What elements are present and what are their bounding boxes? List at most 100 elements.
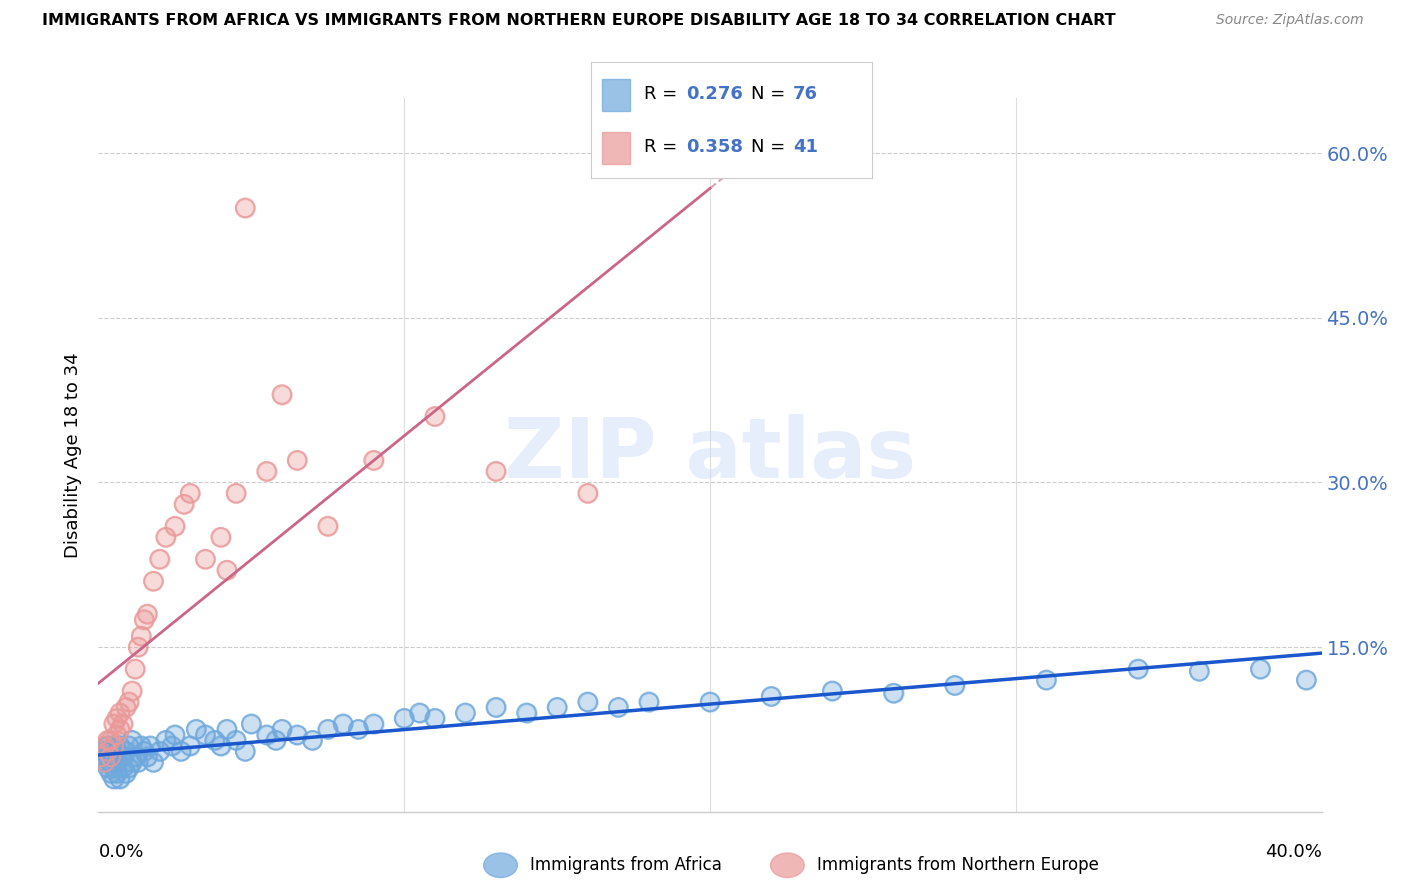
Point [194, 552, 217, 566]
Point [1249, 662, 1271, 676]
Text: Immigrants from Northern Europe: Immigrants from Northern Europe [817, 856, 1098, 874]
Point [759, 690, 782, 704]
Point [546, 700, 568, 714]
Point [546, 700, 568, 714]
Point [108, 739, 131, 753]
Point [301, 733, 323, 747]
Point [285, 728, 308, 742]
Point [97, 744, 120, 758]
Point [233, 744, 256, 758]
Point [516, 706, 538, 720]
Point [485, 464, 508, 478]
Point [179, 739, 201, 753]
Point [170, 744, 193, 758]
Point [264, 733, 287, 747]
Point [270, 387, 292, 401]
Point [209, 739, 232, 753]
Point [134, 613, 156, 627]
Point [576, 486, 599, 500]
Ellipse shape [770, 853, 804, 878]
Point [225, 733, 247, 747]
Point [103, 761, 125, 775]
Point [347, 723, 370, 737]
Point [139, 739, 162, 753]
Point [408, 706, 430, 720]
Point [100, 766, 122, 780]
Point [108, 772, 131, 786]
Point [215, 723, 238, 737]
Point [1188, 664, 1211, 678]
Point [1295, 673, 1317, 687]
Point [155, 733, 177, 747]
Point [134, 613, 156, 627]
Point [118, 761, 141, 775]
Point [111, 749, 134, 764]
Point [90, 749, 112, 764]
Point [115, 766, 138, 780]
Point [97, 761, 120, 775]
Point [821, 684, 844, 698]
Point [97, 749, 120, 764]
Point [103, 749, 125, 764]
Point [93, 756, 115, 770]
Point [124, 749, 146, 764]
Point [149, 552, 172, 566]
Point [301, 733, 323, 747]
Point [142, 574, 165, 589]
Point [93, 756, 115, 770]
Text: 0.276: 0.276 [686, 85, 742, 103]
Text: IMMIGRANTS FROM AFRICA VS IMMIGRANTS FROM NORTHERN EUROPE DISABILITY AGE 18 TO 3: IMMIGRANTS FROM AFRICA VS IMMIGRANTS FRO… [42, 13, 1116, 29]
Point [97, 733, 120, 747]
Point [111, 761, 134, 775]
Point [160, 739, 183, 753]
Point [90, 749, 112, 764]
Point [516, 706, 538, 720]
Point [163, 519, 186, 533]
Point [209, 530, 232, 544]
Point [115, 700, 138, 714]
Point [136, 749, 159, 764]
Point [607, 700, 630, 714]
Point [637, 695, 661, 709]
Point [179, 486, 201, 500]
Point [100, 733, 122, 747]
Point [134, 744, 156, 758]
Point [105, 711, 128, 725]
Point [264, 733, 287, 747]
Point [821, 684, 844, 698]
Point [118, 695, 141, 709]
Point [108, 723, 131, 737]
Point [97, 744, 120, 758]
Point [316, 723, 339, 737]
Point [408, 706, 430, 720]
Point [233, 201, 256, 215]
Point [105, 711, 128, 725]
Point [97, 739, 120, 753]
Point [111, 717, 134, 731]
Point [121, 756, 143, 770]
Point [454, 706, 477, 720]
Point [136, 607, 159, 621]
Point [93, 756, 115, 770]
Point [332, 717, 354, 731]
Point [100, 733, 122, 747]
Ellipse shape [484, 853, 517, 878]
Point [270, 723, 292, 737]
Point [124, 749, 146, 764]
Point [392, 711, 416, 725]
Point [139, 739, 162, 753]
Point [173, 497, 195, 511]
Point [270, 387, 292, 401]
Point [127, 640, 149, 654]
Point [105, 766, 128, 780]
Point [392, 711, 416, 725]
Point [485, 464, 508, 478]
FancyBboxPatch shape [602, 132, 630, 164]
Point [883, 686, 905, 700]
Point [105, 728, 128, 742]
Point [105, 744, 128, 758]
Point [93, 744, 115, 758]
Point [97, 733, 120, 747]
Point [256, 464, 278, 478]
Point [97, 749, 120, 764]
